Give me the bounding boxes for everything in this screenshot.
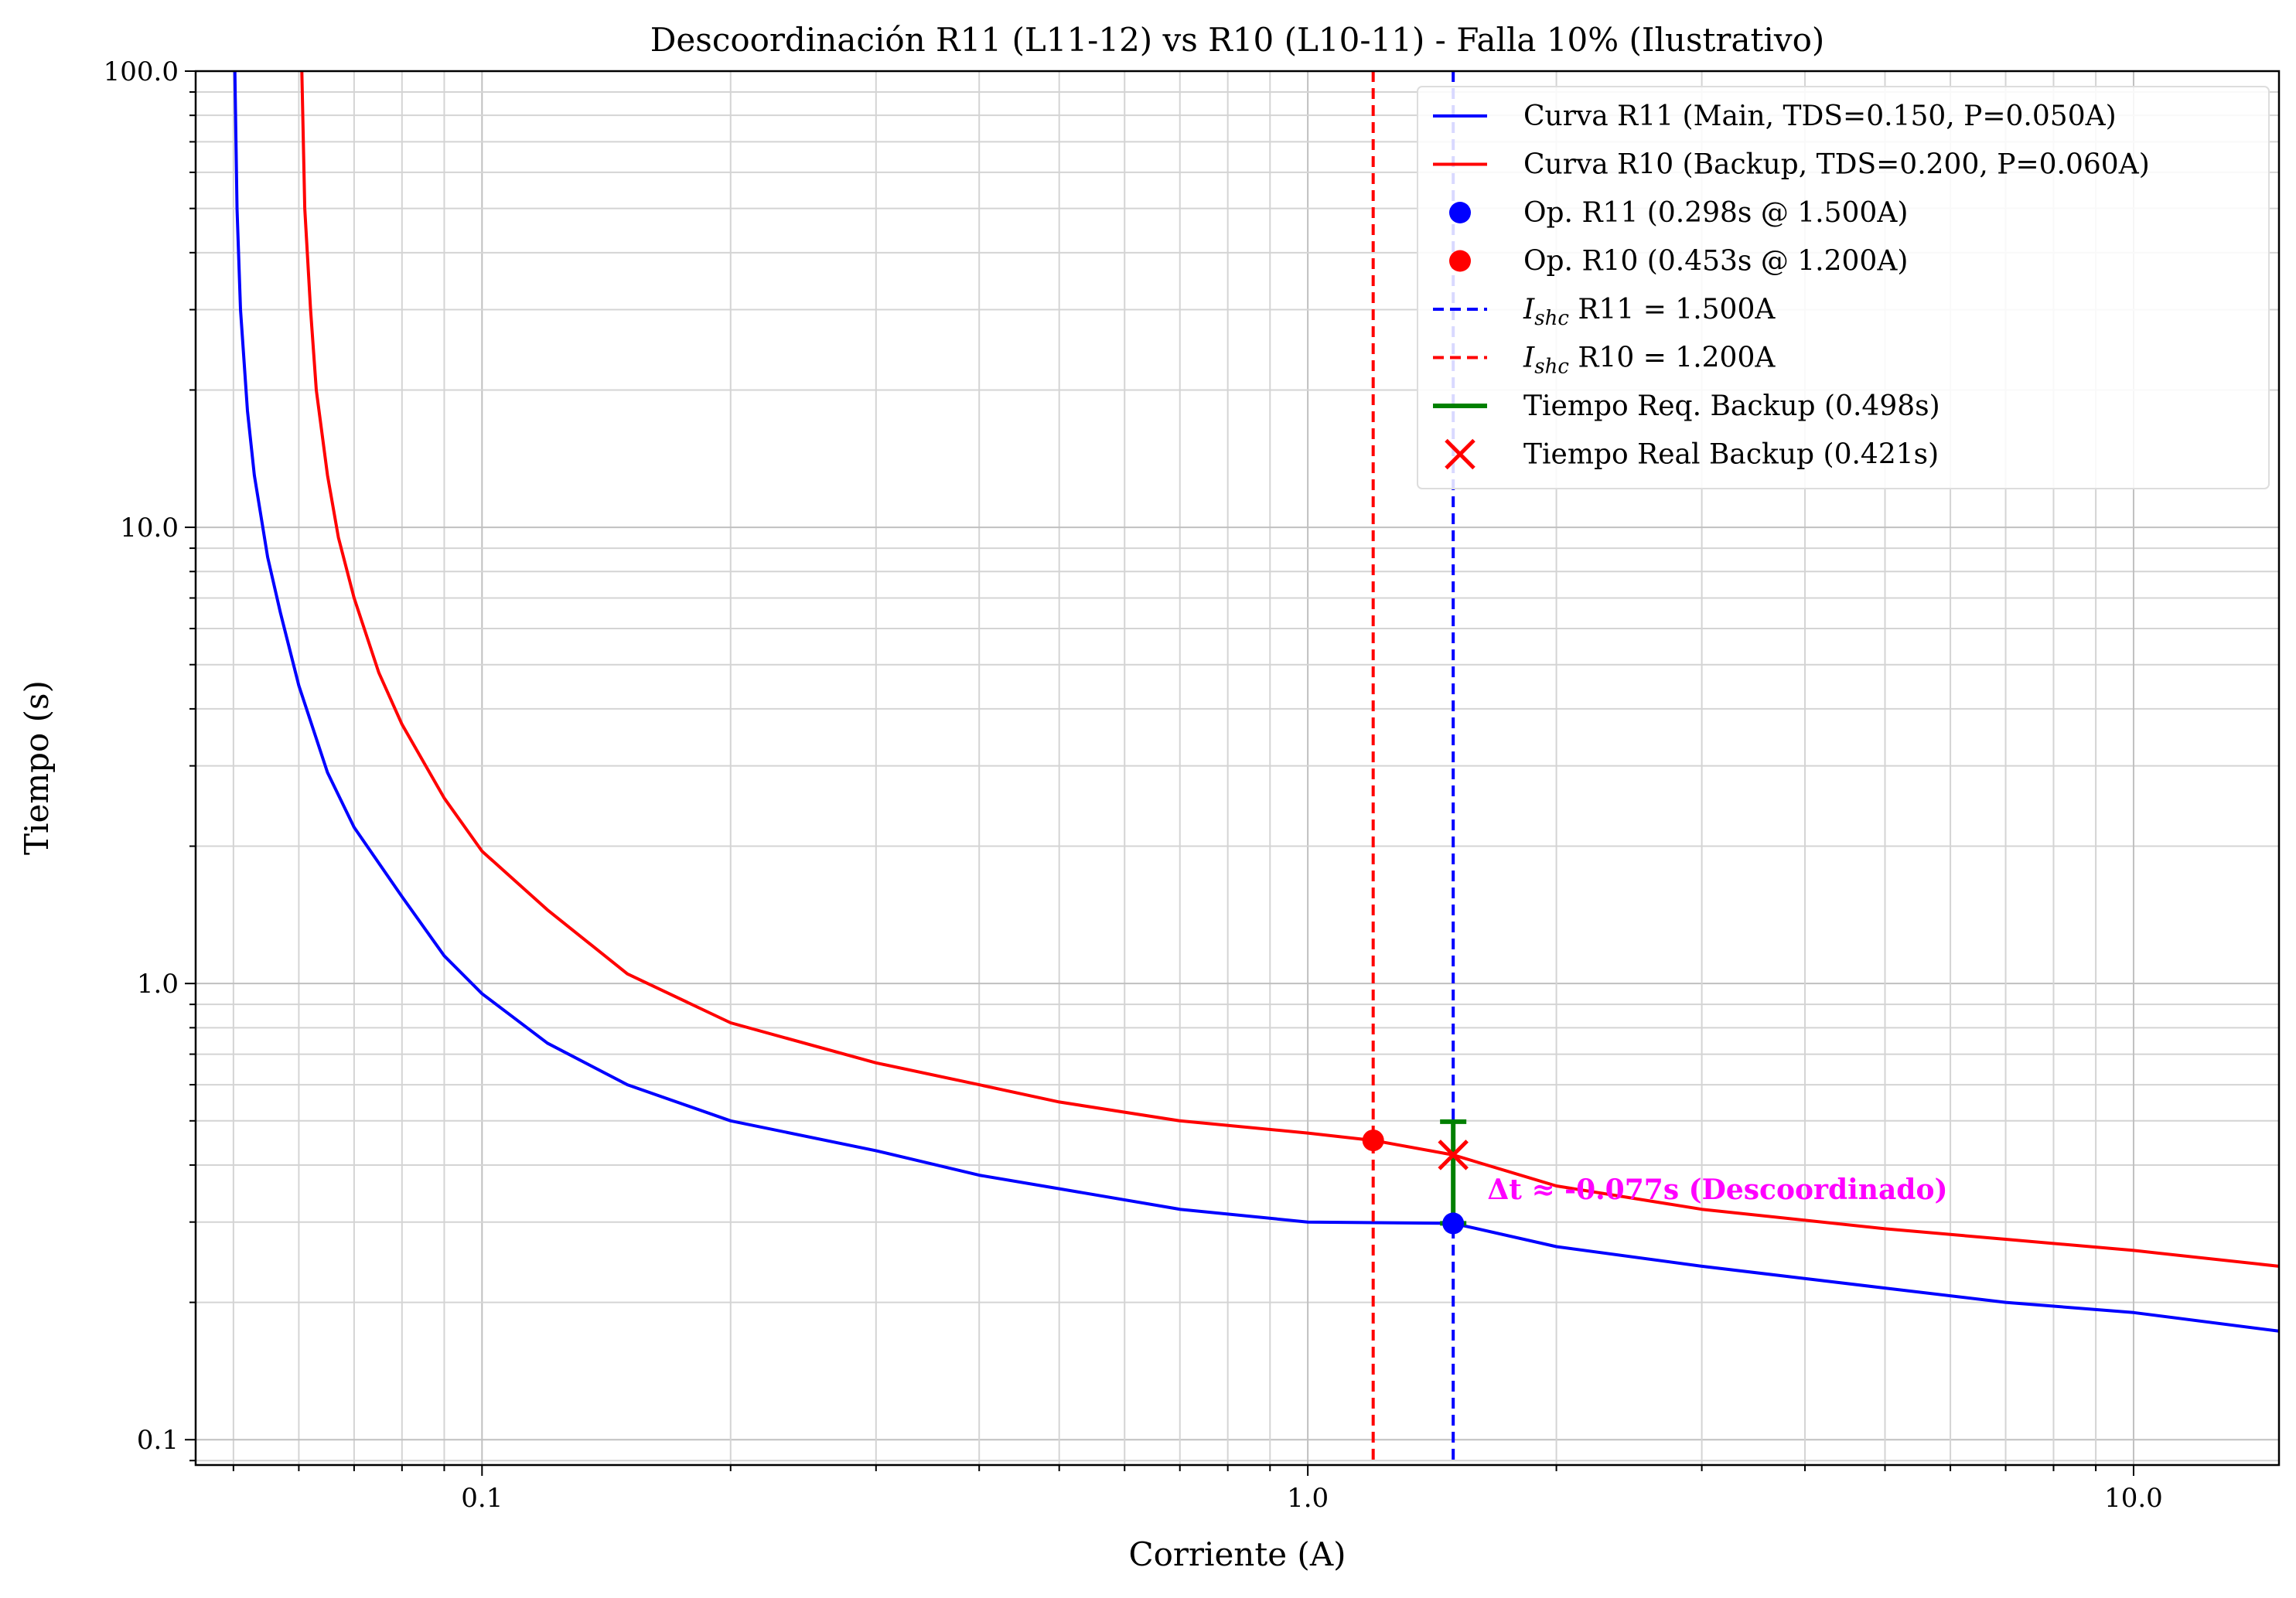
y-tick-label: 0.1 bbox=[137, 1425, 179, 1456]
legend-entry-label: Curva R11 (Main, TDS=0.150, P=0.050A) bbox=[1523, 101, 2117, 132]
ticks: 0.1 1.0 10.0 0.1 1.0 10.0 100.0 bbox=[104, 56, 2163, 1514]
x-marker-stroke bbox=[1445, 438, 1476, 470]
legend-entry-label: Ishc R10 = 1.200A bbox=[1523, 342, 1776, 379]
legend-entry-label: Ishc R11 = 1.500A bbox=[1523, 294, 1776, 330]
annotations: Δt ≈ -0.077s (Descoordinado) bbox=[1487, 1174, 1947, 1206]
point-marker-3 bbox=[1362, 1130, 1384, 1152]
x-marker-stroke bbox=[1438, 1140, 1469, 1170]
x-tick-label: 1.0 bbox=[1287, 1483, 1329, 1514]
legend-entry-label: Op. R10 (0.453s @ 1.200A) bbox=[1523, 246, 1908, 278]
legend-entry-label: Tiempo Real Backup (0.421s) bbox=[1523, 439, 1939, 471]
annotation-text: Δt ≈ -0.077s (Descoordinado) bbox=[1487, 1174, 1947, 1206]
legend-box bbox=[1417, 86, 2270, 489]
plot-frame bbox=[194, 70, 2281, 1467]
legend-entry-label: Curva R10 (Backup, TDS=0.200, P=0.060A) bbox=[1523, 149, 2150, 181]
y-tick-label: 10.0 bbox=[120, 513, 179, 543]
series-line-0 bbox=[233, 71, 2279, 1333]
x-axis-label: Corriente (A) bbox=[1128, 1535, 1346, 1573]
marks-layer bbox=[1362, 1119, 1469, 1235]
series-line-1 bbox=[300, 71, 2279, 1268]
y-tick-label: 1.0 bbox=[137, 969, 179, 1000]
chart-title: Descoordinación R11 (L11-12) vs R10 (L10… bbox=[650, 21, 1825, 59]
point-marker-2 bbox=[1442, 1212, 1465, 1235]
y-tick-label: 100.0 bbox=[104, 56, 179, 87]
x-tick-label: 10.0 bbox=[2104, 1483, 2163, 1514]
y-axis-label: Tiempo (s) bbox=[18, 680, 56, 855]
x-tick-label: 0.1 bbox=[461, 1483, 503, 1514]
legend: Curva R11 (Main, TDS=0.150, P=0.050A) Cur… bbox=[1417, 86, 2270, 489]
legend-entry-label: Tiempo Req. Backup (0.498s) bbox=[1523, 390, 1940, 422]
legend-entry-label: Op. R11 (0.298s @ 1.500A) bbox=[1523, 197, 1908, 229]
legend-swatch-x bbox=[1445, 438, 1476, 470]
grid bbox=[196, 70, 2279, 1465]
x-marker-7 bbox=[1438, 1140, 1469, 1170]
legend-swatch-circle bbox=[1449, 202, 1471, 223]
legend-swatch-circle bbox=[1449, 250, 1471, 272]
